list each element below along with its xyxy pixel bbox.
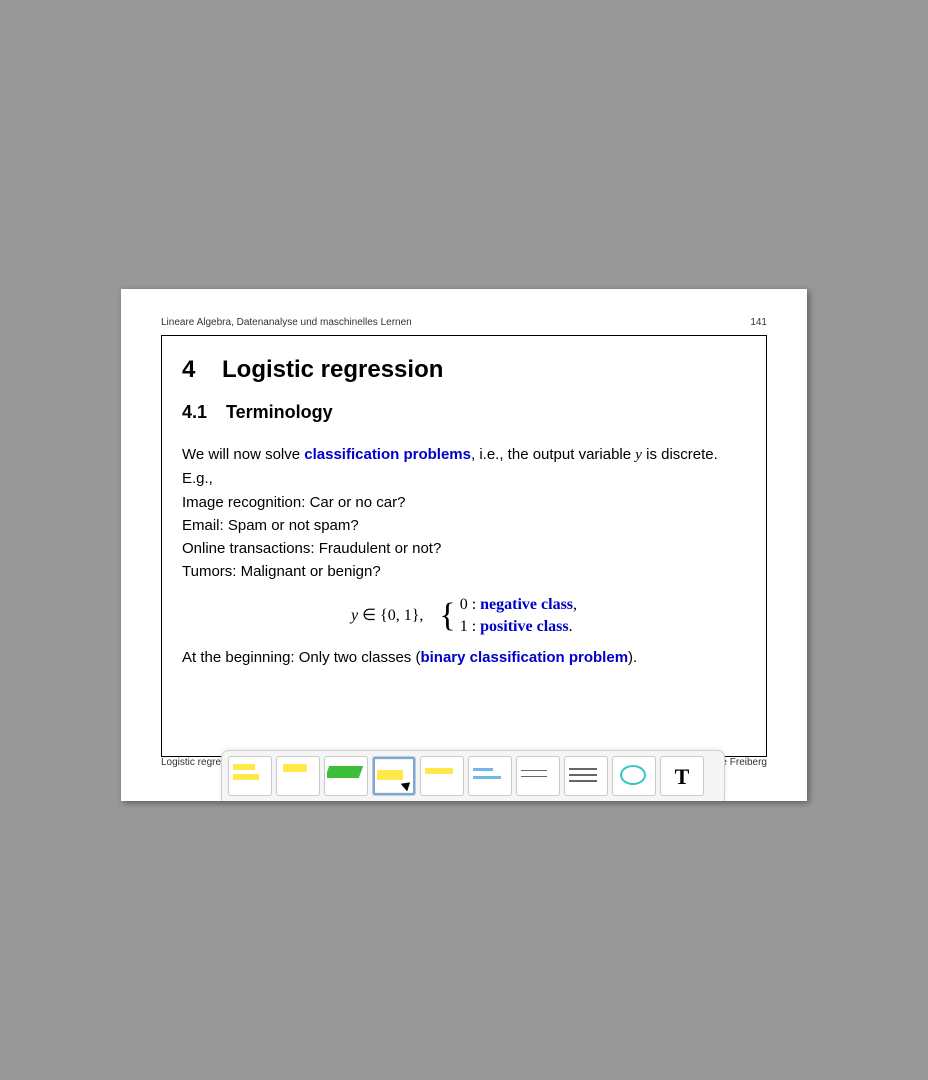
text: , i.e., the output variable <box>471 446 635 463</box>
term-negative-class: negative class <box>480 596 573 613</box>
tool-circle[interactable] <box>612 756 656 796</box>
header-course-title: Lineare Algebra, Datenanalyse und maschi… <box>161 317 412 328</box>
example-3: Online transactions: Fraudulent or not? <box>182 540 441 557</box>
annotation-toolbar: T <box>221 750 725 801</box>
section-number: 4.1 <box>182 402 226 423</box>
math-lhs: ∈ {0, 1}, <box>358 607 423 624</box>
example-1: Image recognition: Car or no car? <box>182 494 405 511</box>
math-cases: y ∈ {0, 1}, { 0 : negative class, 1 : po… <box>182 594 746 639</box>
case-0-prefix: 0 : <box>460 596 480 613</box>
slide-frame: 4Logistic regression 4.1Terminology We w… <box>161 335 767 757</box>
term-binary-classification: binary classification problem <box>420 649 628 666</box>
text: ). <box>628 649 637 666</box>
tool-strikethrough[interactable] <box>564 756 608 796</box>
var-y: y <box>635 447 642 463</box>
example-2: Email: Spam or not spam? <box>182 517 359 534</box>
text: At the beginning: Only two classes ( <box>182 649 420 666</box>
case-0-suffix: , <box>573 596 577 613</box>
section-heading: 4.1Terminology <box>182 402 746 423</box>
tool-underline-gray[interactable] <box>516 756 560 796</box>
term-classification-problems: classification problems <box>304 446 471 463</box>
case-1-suffix: . <box>569 618 573 635</box>
text: We will now solve <box>182 446 304 463</box>
tool-marker-pen[interactable] <box>372 756 416 796</box>
tool-highlight-yellow-3[interactable] <box>420 756 464 796</box>
example-4: Tumors: Malignant or benign? <box>182 563 381 580</box>
body-text: We will now solve classification problem… <box>182 443 746 670</box>
case-1-prefix: 1 : <box>460 618 480 635</box>
tool-highlight-yellow-2[interactable] <box>276 756 320 796</box>
tool-underline-blue[interactable] <box>468 756 512 796</box>
brace-icon: { <box>439 601 455 631</box>
page-header: Lineare Algebra, Datenanalyse und maschi… <box>161 317 767 328</box>
pdf-page: Lineare Algebra, Datenanalyse und maschi… <box>121 289 807 801</box>
header-page-number: 141 <box>750 317 767 328</box>
tool-text[interactable]: T <box>660 756 704 796</box>
chapter-title: Logistic regression <box>222 356 443 383</box>
chapter-heading: 4Logistic regression <box>182 356 746 384</box>
text: E.g., <box>182 470 213 487</box>
math-var-y: y <box>351 607 358 624</box>
text: is discrete. <box>642 446 718 463</box>
section-title: Terminology <box>226 402 333 422</box>
tool-highlight-yellow-1[interactable] <box>228 756 272 796</box>
chapter-number: 4 <box>182 356 222 384</box>
tool-marker-green[interactable] <box>324 756 368 796</box>
term-positive-class: positive class <box>480 618 568 635</box>
